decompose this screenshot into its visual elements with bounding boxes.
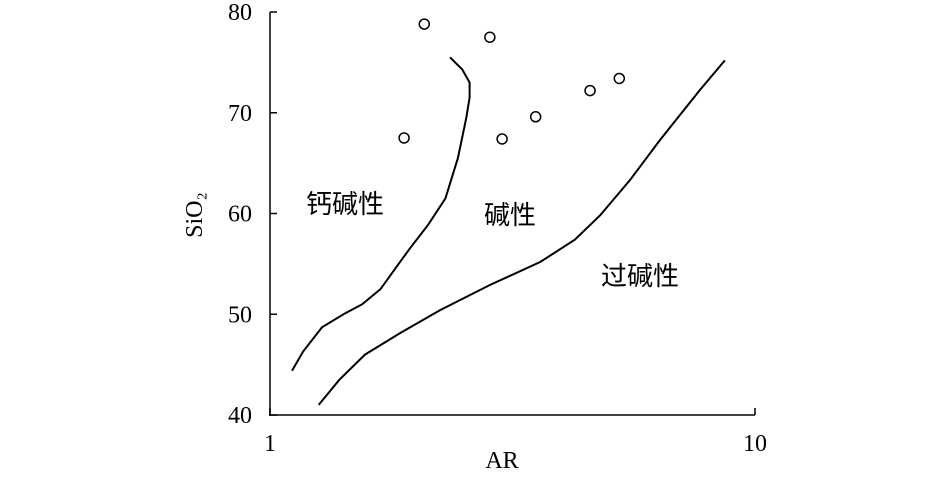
y-tick-label: 50 [228,302,252,328]
point [529,111,542,123]
point [496,133,508,145]
region-label: 过碱性 [601,262,679,292]
x-tick-label: 10 [743,431,767,457]
point [484,31,496,43]
y-tick-label: 80 [228,0,252,26]
region-label: 钙碱性 [306,190,384,220]
x-axis-label: AR [485,448,518,472]
boundary-line [317,59,726,406]
point [418,18,431,30]
x-tick-label: 1 [264,431,276,457]
y-tick-label: 40 [228,403,252,429]
region-label: 碱性 [484,201,536,231]
y-tick-label: 70 [228,101,252,127]
boundary-line [291,56,471,372]
point [398,132,410,144]
y-tick-label: 60 [228,202,252,228]
point [584,84,596,97]
point [613,72,626,85]
y-axis-label: SiO₂ [182,192,208,238]
